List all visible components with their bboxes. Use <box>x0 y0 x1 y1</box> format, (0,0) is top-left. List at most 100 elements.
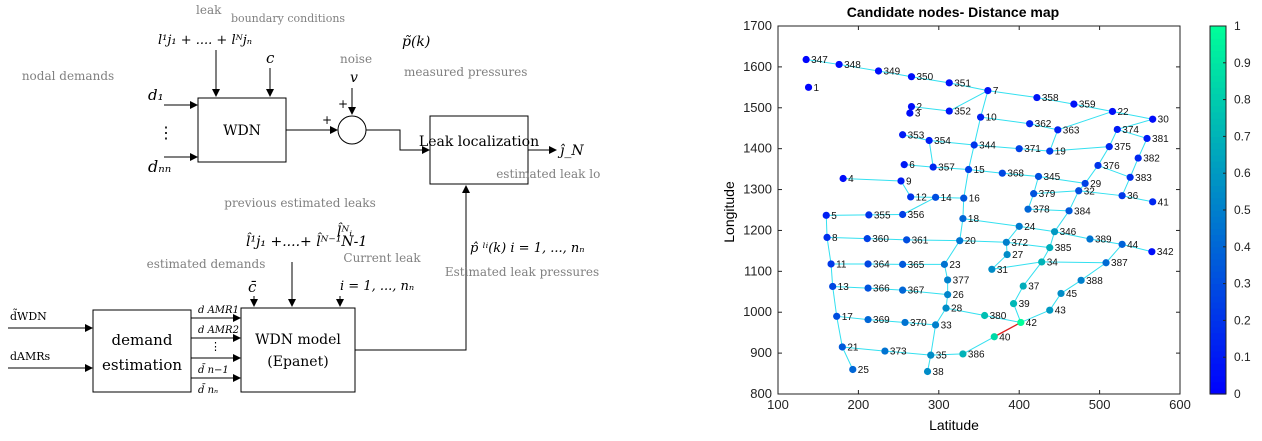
colorbar-segment <box>1210 302 1226 309</box>
d-nn: d̄ nₙ <box>198 384 218 396</box>
node-point <box>930 163 937 170</box>
node-label: 11 <box>836 259 847 270</box>
node-label: 3 <box>915 109 921 120</box>
current-leak-label: Current leak <box>343 251 421 265</box>
colorbar-segment <box>1210 173 1226 180</box>
colorbar-segment <box>1210 363 1226 370</box>
y-tick-label: 1300 <box>743 182 772 197</box>
colorbar-segment <box>1210 161 1226 168</box>
node-label: 371 <box>1024 144 1041 155</box>
node-label: 17 <box>842 312 854 323</box>
node-label: 40 <box>999 332 1011 343</box>
node-point <box>988 266 995 273</box>
node-point <box>864 260 871 267</box>
node-point <box>977 114 984 121</box>
node-point <box>999 170 1006 177</box>
node-label: 18 <box>968 214 980 225</box>
y-tick-label: 1400 <box>743 141 772 156</box>
node-label: 24 <box>1024 222 1036 233</box>
plus-2: + <box>338 97 348 111</box>
leak-localization-label: Leak localization <box>419 134 539 150</box>
d-amr-input: dAMRs <box>10 350 51 363</box>
colorbar-segment <box>1210 345 1226 352</box>
node-label: 351 <box>954 78 971 89</box>
colorbar-segment <box>1210 259 1226 266</box>
node-label: 367 <box>908 286 925 297</box>
node-label: 5 <box>831 211 837 222</box>
demand-block-line2: estimation <box>102 356 182 374</box>
nodal-demands-text: nodal demands <box>22 69 114 83</box>
node-label: 358 <box>1042 93 1059 104</box>
colorbar-segment <box>1210 87 1226 94</box>
colorbar-segment <box>1210 222 1226 229</box>
estimated-leak-location-label: estimated leak location <box>496 167 600 181</box>
colorbar-segment <box>1210 235 1226 242</box>
node-label: 355 <box>874 210 891 221</box>
x-tick-label: 200 <box>848 397 870 412</box>
node-point <box>823 212 830 219</box>
colorbar-segment <box>1210 75 1226 82</box>
d-wdn-input: d̃WDN <box>10 309 47 323</box>
colorbar-tick-label: 0.3 <box>1234 277 1251 291</box>
colorbar-segment <box>1210 32 1226 39</box>
node-point <box>901 161 908 168</box>
node-point <box>944 291 951 298</box>
chart-svg: Candidate nodes- Distance map Longitude … <box>600 0 1262 437</box>
l-current-symbol: l̂ᴺᵢ <box>337 222 352 240</box>
wdn-model-line2: (Epanet) <box>267 354 328 370</box>
node-label: 363 <box>1063 125 1080 136</box>
node-label: 375 <box>1114 142 1131 153</box>
node-label: 15 <box>974 165 986 176</box>
node-point <box>897 177 904 184</box>
node-point <box>899 287 906 294</box>
node-point <box>1017 319 1024 326</box>
node-point <box>1135 154 1142 161</box>
x-tick-label: 400 <box>1008 397 1030 412</box>
node-point <box>1024 206 1031 213</box>
node-point <box>839 343 846 350</box>
colorbar-segment <box>1210 369 1226 376</box>
node-label: 379 <box>1039 189 1056 200</box>
node-point <box>1078 277 1085 284</box>
node-label: 22 <box>1117 107 1129 118</box>
node-label: 33 <box>941 320 953 331</box>
node-label: 366 <box>873 284 890 295</box>
demand-estimation-block <box>93 310 191 392</box>
colorbar-segment <box>1210 112 1226 119</box>
node-point <box>944 276 951 283</box>
node-point <box>960 195 967 202</box>
current-leak-text: Current leak <box>343 251 421 265</box>
i-range: i = 1, ..., nₙ <box>340 279 414 294</box>
node-point <box>1016 145 1023 152</box>
node-point <box>932 194 939 201</box>
node-label: 26 <box>953 290 965 301</box>
node-label: 9 <box>906 176 912 187</box>
dots-top: ⋮ <box>158 123 174 142</box>
node-label: 372 <box>1011 238 1028 249</box>
leak-label: leak <box>196 3 222 17</box>
node-point <box>1004 251 1011 258</box>
node-label: 377 <box>953 275 970 286</box>
node-point <box>1127 174 1134 181</box>
node-point <box>901 319 908 326</box>
node-point <box>1033 94 1040 101</box>
node-label: 381 <box>1152 134 1169 145</box>
colorbar-segment <box>1210 290 1226 297</box>
node-label: 370 <box>910 318 927 329</box>
boundary-label: boundary conditions <box>231 12 345 25</box>
node-label: 359 <box>1079 100 1096 111</box>
node-point <box>927 352 934 359</box>
node-label: 357 <box>938 163 955 174</box>
wdn-model-line1: WDN model <box>255 332 341 348</box>
node-label: 387 <box>1111 258 1128 269</box>
colorbar-tick-label: 0.2 <box>1234 313 1251 327</box>
colorbar-segment <box>1210 106 1226 113</box>
node-label: 365 <box>908 260 925 271</box>
node-label: 30 <box>1158 115 1170 126</box>
colorbar-segment <box>1210 155 1226 162</box>
d-amr2: d AMR2 <box>198 325 239 336</box>
colorbar-segment <box>1210 271 1226 278</box>
wdn-block-label: WDN <box>223 123 261 139</box>
leak-sum: l¹j₁ + .... + lᴺjₙ <box>158 33 252 48</box>
